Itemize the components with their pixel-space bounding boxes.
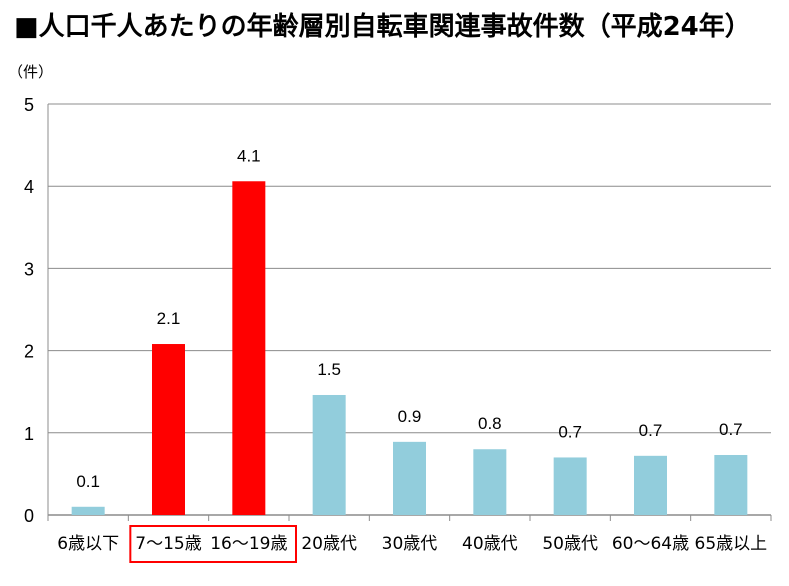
highlight-box-group: [129, 525, 297, 563]
x-tick-label: 7～15歳: [135, 534, 201, 554]
y-tick-label: 3: [24, 259, 34, 279]
data-label: 0.7: [719, 420, 743, 439]
data-label: 0.7: [558, 422, 582, 441]
x-tick-label: 6歳以下: [57, 534, 119, 554]
bar: [71, 506, 105, 515]
data-label: 4.1: [237, 146, 261, 165]
x-tick-label: 65歳以上: [695, 534, 768, 554]
data-label: 0.9: [398, 407, 422, 426]
y-tick-label: 5: [24, 95, 34, 115]
bar: [312, 394, 346, 515]
y-tick-label: 2: [24, 342, 34, 362]
x-tick-label: 40歳代: [462, 534, 518, 554]
data-labels: 0.1 2.1 4.1 1.5 0.9 0.8 0.7 0.7 0.7: [76, 146, 742, 491]
chart-title: ■人口千人あたりの年齢層別自転車関連事故件数（平成24年）: [14, 12, 751, 42]
bars: [71, 181, 748, 515]
x-tick-labels: 6歳以下 7～15歳 16～19歳 20歳代 30歳代 40歳代 50歳代 60～64歳 65歳…: [57, 534, 767, 554]
bar: [473, 449, 507, 515]
y-tick-label: 0: [24, 506, 34, 526]
x-tick-label: 30歳代: [382, 534, 438, 554]
data-label: 1.5: [317, 360, 341, 379]
bar: [553, 457, 587, 515]
x-tick-label: 16～19歳: [210, 534, 287, 554]
y-tick-label: 4: [24, 177, 34, 197]
bar: [714, 454, 748, 515]
y-tick-labels: 0 1 2 3 4 5: [24, 95, 34, 526]
data-label: 0.7: [639, 421, 663, 440]
data-label: 2.1: [157, 309, 181, 328]
bar: [232, 181, 266, 515]
bar: [393, 441, 426, 515]
data-label: 0.1: [76, 472, 100, 491]
x-tick-label: 60～64歳: [612, 534, 689, 554]
y-tick-label: 1: [24, 424, 34, 444]
data-label: 0.8: [478, 414, 502, 433]
highlight-box: [129, 525, 297, 563]
y-axis-unit-label: （件）: [8, 63, 54, 81]
bar: [152, 344, 185, 515]
bar: [634, 455, 667, 515]
x-tick-label: 50歳代: [542, 534, 598, 554]
x-tick-label: 20歳代: [301, 534, 357, 554]
